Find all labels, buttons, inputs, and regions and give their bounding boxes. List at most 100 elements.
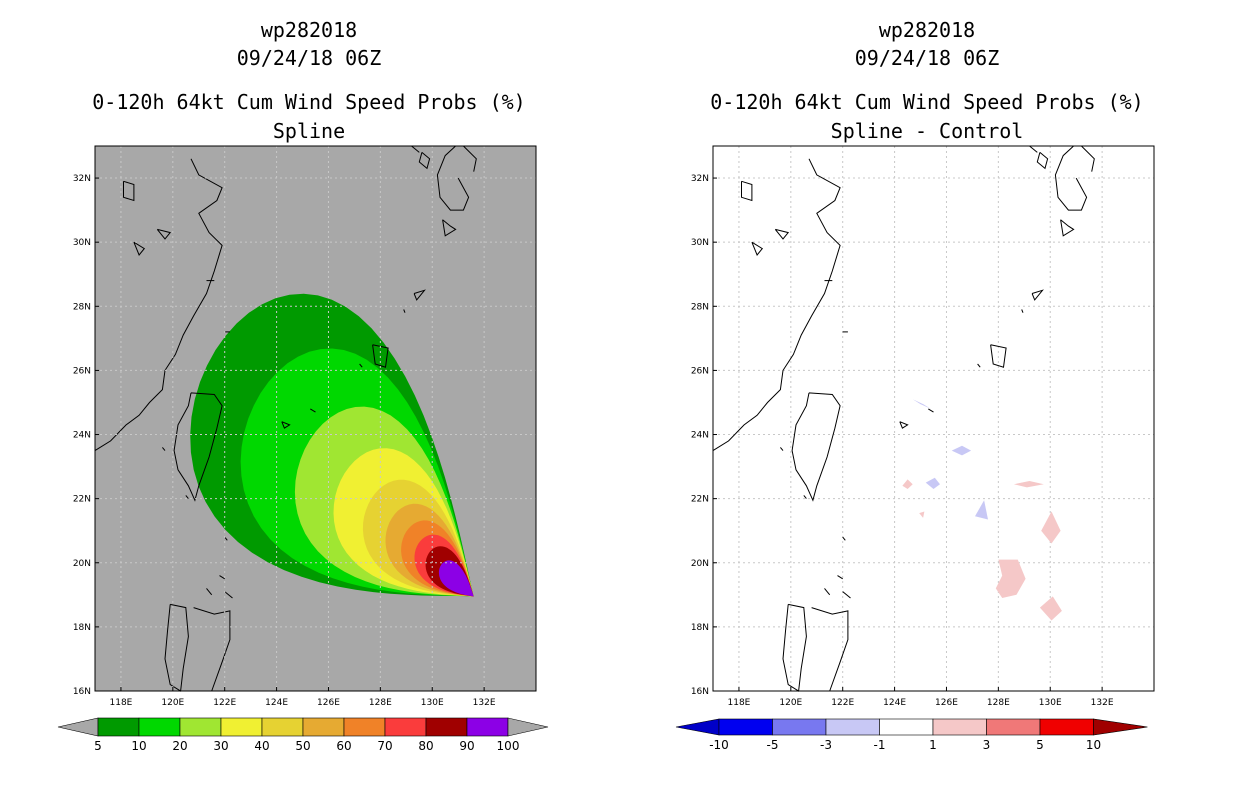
y-tick-label: 16N <box>691 687 709 697</box>
colorbar-label: 70 <box>377 739 392 753</box>
y-tick-label: 22N <box>73 495 91 505</box>
colorbar-high-arrow <box>507 717 549 737</box>
positive-difference-patch <box>995 559 1026 598</box>
colorbar-segment <box>97 717 140 737</box>
plot-background <box>713 146 1154 691</box>
colorbar-label: 20 <box>172 739 187 753</box>
y-tick-label: 32N <box>73 174 91 184</box>
coastline <box>1021 309 1024 313</box>
colorbar-low-arrow <box>57 717 99 737</box>
x-tick-label: 128E <box>369 698 392 708</box>
x-tick-label: 124E <box>883 698 906 708</box>
colorbar-segment <box>879 718 934 736</box>
colorbar-segment <box>302 717 345 737</box>
coastline <box>1060 219 1075 237</box>
y-tick-label: 24N <box>691 431 709 441</box>
positive-difference-patch <box>919 511 925 518</box>
coastline <box>1031 289 1044 301</box>
y-tick-label: 30N <box>73 238 91 248</box>
x-tick-label: 130E <box>421 698 444 708</box>
plot-frame <box>94 145 537 692</box>
panel-spline-minus-control: wp282018 09/24/18 06Z 0-120h 64kt Cum Wi… <box>618 0 1236 800</box>
colorbar-segment <box>825 718 880 736</box>
colorbar-low-arrow <box>675 718 720 736</box>
colorbar-label: 1 <box>929 738 937 752</box>
x-tick-label: 132E <box>1091 698 1114 708</box>
coastline <box>774 228 790 240</box>
y-tick-label: 30N <box>691 238 709 248</box>
colorbar-segment <box>425 717 468 737</box>
coastline <box>133 241 146 256</box>
chart-title: 0-120h 64kt Cum Wind Speed Probs (%) <box>710 90 1144 114</box>
x-tick-label: 122E <box>831 698 854 708</box>
coastline <box>359 363 363 368</box>
y-tick-label: 28N <box>73 302 91 312</box>
chart-subtitle: Spline - Control <box>830 119 1024 143</box>
coastline <box>1036 152 1049 170</box>
colorbar-label: 90 <box>459 739 474 753</box>
negative-difference-patch <box>975 500 988 520</box>
colorbar-label: 80 <box>418 739 433 753</box>
coastline <box>173 392 223 502</box>
coastline <box>442 219 457 237</box>
negative-difference-patch <box>951 445 972 456</box>
coastline <box>281 421 291 429</box>
positive-difference-patch <box>902 479 913 489</box>
x-tick-label: 118E <box>728 698 751 708</box>
colorbar-label: 5 <box>94 739 102 753</box>
y-tick-label: 22N <box>691 495 709 505</box>
coastline <box>193 607 231 692</box>
chart-title: 0-120h 64kt Cum Wind Speed Probs (%) <box>92 90 526 114</box>
coastline <box>463 145 477 172</box>
colorbar-segment <box>772 718 827 736</box>
datetime-title: 09/24/18 06Z <box>854 46 1000 70</box>
colorbar-label: 60 <box>336 739 351 753</box>
coastline <box>780 447 784 451</box>
coastline <box>977 363 981 368</box>
coastline <box>206 588 213 596</box>
coastlines <box>94 145 477 692</box>
coastline <box>803 495 807 499</box>
gridlines <box>713 146 1154 692</box>
chart-subtitle: Spline <box>272 119 346 143</box>
coastline <box>411 145 420 153</box>
colorbar-label: 30 <box>213 739 228 753</box>
colorbar-label: -3 <box>820 738 832 752</box>
colorbar-label: 10 <box>131 739 146 753</box>
probability-contours <box>190 293 474 597</box>
coastline <box>928 408 934 413</box>
coastlines <box>712 145 1095 692</box>
coastline <box>436 145 470 211</box>
coastline <box>413 289 426 301</box>
contour-90pct <box>438 560 474 597</box>
y-tick-label: 20N <box>691 559 709 569</box>
x-tick-label: 126E <box>935 698 958 708</box>
colorbar-high-arrow <box>1093 718 1148 736</box>
colorbar-label: 40 <box>254 739 269 753</box>
coastline <box>824 588 831 596</box>
y-tick-label: 28N <box>691 302 709 312</box>
colorbar-label: 10 <box>1086 738 1101 752</box>
x-tick-label: 124E <box>265 698 288 708</box>
coastline <box>403 309 406 313</box>
coastline <box>156 228 172 240</box>
coastline <box>123 180 135 202</box>
coastline <box>162 447 166 451</box>
coastline <box>842 591 851 599</box>
plot-frame-top <box>712 145 1155 692</box>
colorbar-label: -10 <box>709 738 729 752</box>
y-tick-label: 32N <box>691 174 709 184</box>
colorbar-segment <box>986 718 1041 736</box>
datetime-title: 09/24/18 06Z <box>236 46 382 70</box>
panel-spline: wp282018 09/24/18 06Z 0-120h 64kt Cum Wi… <box>57 18 549 753</box>
spline-probability-map: 118E 120E 122E 124E 126E 128E 130E 132E 16N 18N 20… <box>57 145 549 753</box>
positive-difference-patch <box>1013 481 1044 488</box>
coastline <box>811 607 849 692</box>
colorbar-segment <box>179 717 222 737</box>
positive-difference-patch <box>1041 511 1061 544</box>
colorbar-segment <box>220 717 263 737</box>
colorbar-label: -1 <box>874 738 886 752</box>
y-tick-label: 18N <box>691 623 709 633</box>
colorbar-label: 100 <box>497 739 520 753</box>
x-tick-label: 130E <box>1039 698 1062 708</box>
